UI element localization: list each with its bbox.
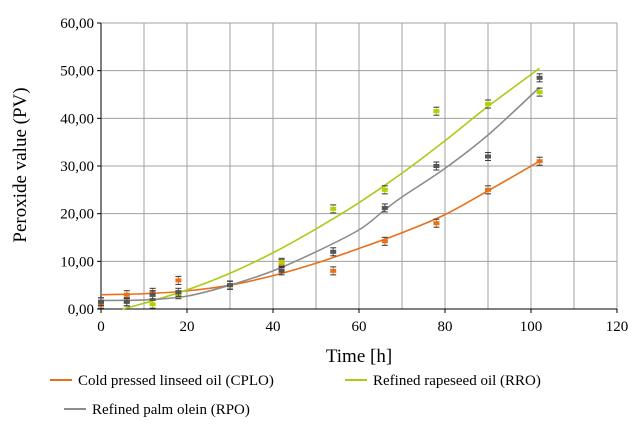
marker <box>433 221 440 226</box>
marker <box>433 109 440 114</box>
y-tick-label: 20,00 <box>60 207 94 223</box>
x-tick-label: 100 <box>520 319 543 335</box>
data-point-series-1 <box>485 99 491 109</box>
y-tick-label: 60,00 <box>60 16 94 32</box>
data-point-series-1 <box>149 299 156 309</box>
data-point-series-2 <box>278 266 285 276</box>
data-markers <box>98 73 543 309</box>
data-point-series-2 <box>175 287 182 297</box>
y-tick-label: 30,00 <box>60 159 94 175</box>
marker <box>175 278 182 283</box>
data-point-series-1 <box>330 204 337 214</box>
data-point-series-1 <box>278 257 285 267</box>
data-point-series-1 <box>433 106 440 116</box>
marker <box>330 268 337 273</box>
grid <box>101 22 618 309</box>
marker <box>123 299 130 304</box>
data-point-series-1 <box>536 87 543 97</box>
marker <box>485 102 491 107</box>
x-tick-label: 20 <box>180 319 195 335</box>
y-tick-label: 40,00 <box>60 111 94 127</box>
data-point-series-0 <box>330 266 337 276</box>
x-axis-title: Time [h] <box>326 346 392 367</box>
x-tick-label: 80 <box>438 319 453 335</box>
trend-line-series-0 <box>100 160 540 296</box>
marker <box>381 187 388 192</box>
data-point-series-0 <box>175 275 182 285</box>
x-tick-label: 40 <box>266 319 281 335</box>
data-point-series-1 <box>381 185 388 195</box>
data-point-series-2 <box>485 151 491 161</box>
trend-line-series-2 <box>100 86 541 302</box>
data-point-series-2 <box>433 161 440 171</box>
marker <box>175 290 182 295</box>
data-point-series-0 <box>485 185 491 195</box>
x-tick-label: 120 <box>606 319 628 335</box>
legend-item-series-0: Cold pressed linseed oil (CPLO) <box>50 373 274 389</box>
marker <box>278 260 285 265</box>
y-tick-label: 10,00 <box>60 254 94 270</box>
marker <box>278 268 285 273</box>
legend-label: Refined palm olein (RPO) <box>92 402 250 418</box>
legend-item-series-1: Refined rapeseed oil (RRO) <box>345 373 541 389</box>
data-point-series-0 <box>433 218 440 228</box>
data-point-series-2 <box>149 290 156 300</box>
x-tick-label: 60 <box>352 319 367 335</box>
marker <box>98 299 104 304</box>
data-point-series-0 <box>381 236 388 246</box>
marker <box>536 75 543 80</box>
data-point-series-0 <box>536 156 543 166</box>
marker <box>433 164 440 168</box>
x-tick-label: 0 <box>97 319 105 335</box>
marker <box>536 159 543 164</box>
data-point-series-2 <box>536 73 543 83</box>
legend-label: Refined rapeseed oil (RRO) <box>373 373 541 389</box>
tick-labels: 0 20 40 60 80 100 120 0,00 10,00 20,00 30,00 40,00 5… <box>60 16 628 335</box>
data-point-series-2 <box>381 203 388 213</box>
marker <box>149 292 156 297</box>
legend-item-series-2: Refined palm olein (RPO) <box>64 402 250 418</box>
marker <box>227 283 233 288</box>
trend-lines <box>100 67 541 310</box>
legend-label: Cold pressed linseed oil (CPLO) <box>78 373 274 389</box>
marker <box>330 206 337 211</box>
marker <box>123 292 130 297</box>
marker <box>536 90 543 95</box>
y-tick-label: 0,00 <box>68 302 94 318</box>
marker <box>330 249 337 254</box>
data-point-series-2 <box>123 297 130 307</box>
marker <box>149 302 156 307</box>
y-tick-label: 50,00 <box>60 64 94 80</box>
marker <box>485 154 491 159</box>
trend-line-series-1 <box>122 67 541 310</box>
marker <box>381 239 388 244</box>
y-axis-title: Peroxide value (PV) <box>10 87 31 242</box>
axes <box>97 22 618 313</box>
marker <box>485 187 491 192</box>
data-point-series-2 <box>330 247 337 257</box>
data-point-series-2 <box>227 280 233 290</box>
marker <box>381 205 388 210</box>
legend: Cold pressed linseed oil (CPLO) Refined r… <box>50 373 541 418</box>
data-point-series-2 <box>98 297 104 307</box>
